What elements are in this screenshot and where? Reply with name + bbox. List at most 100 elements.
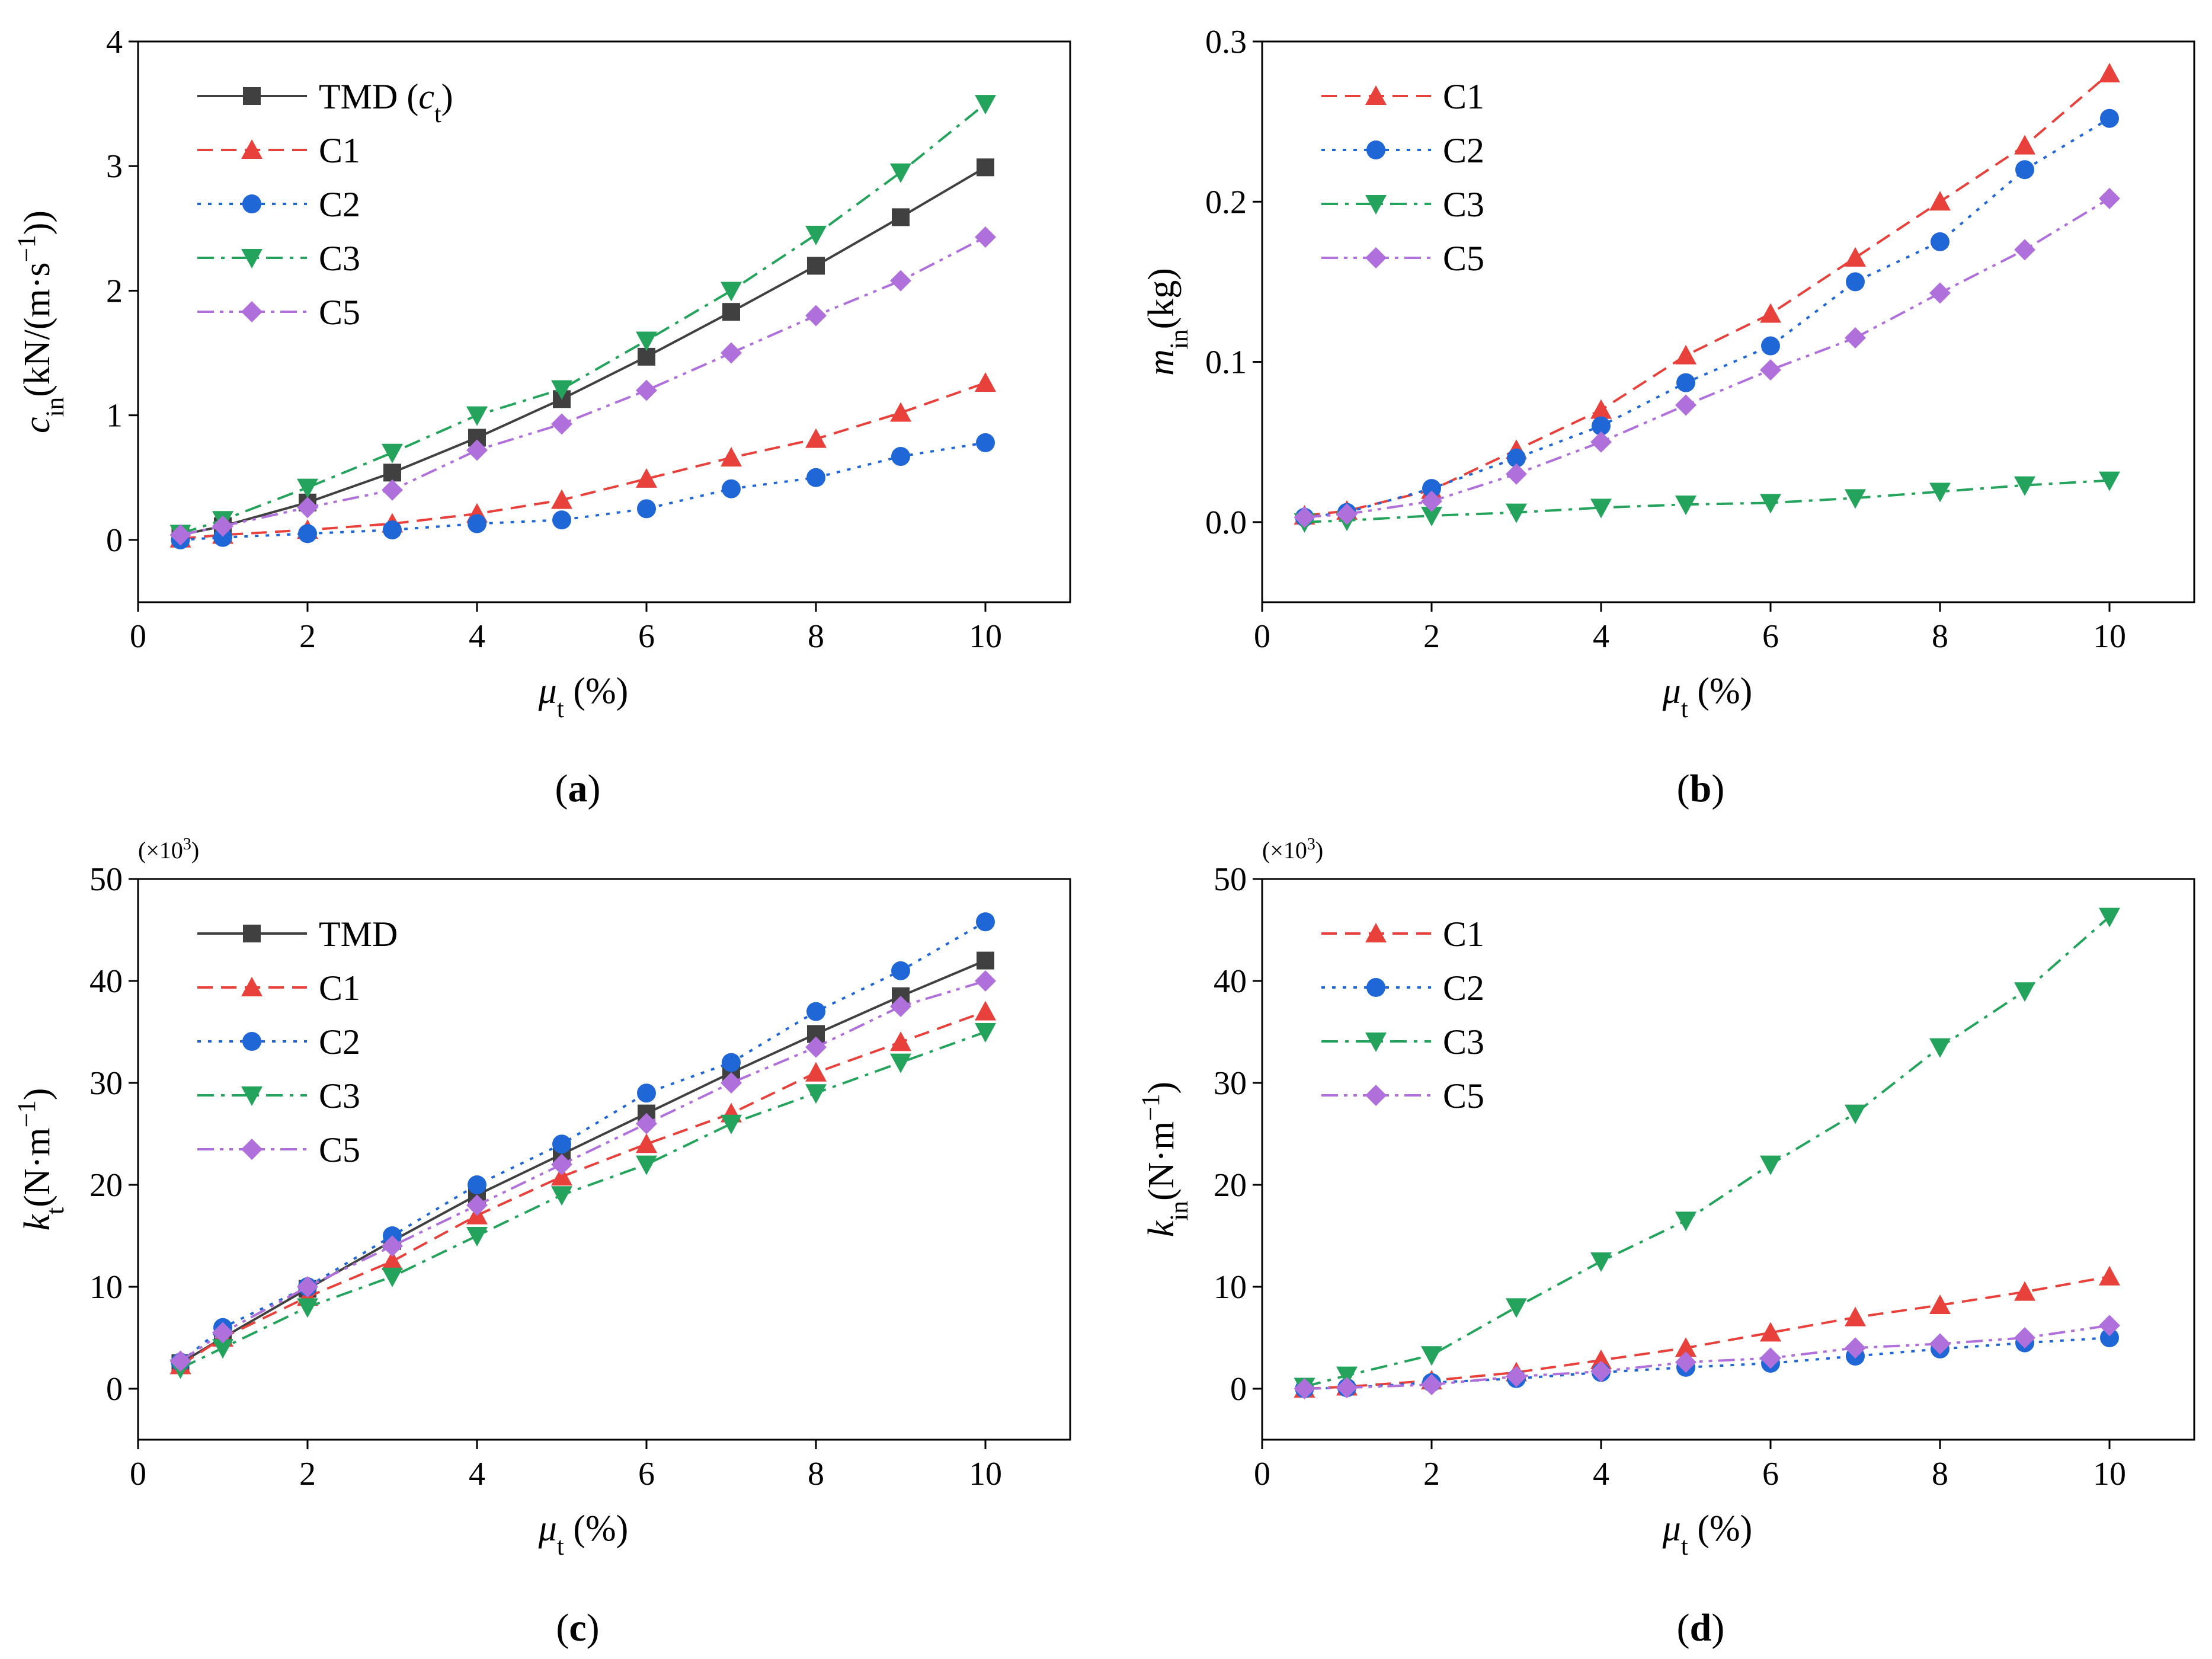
series-line (1304, 197, 2111, 519)
legend-marker (1365, 247, 1387, 268)
data-point (2099, 63, 2120, 83)
data-point (636, 1113, 657, 1134)
legend-item: C2 (197, 185, 360, 224)
x-axis-title: μt (%) (538, 671, 629, 723)
legend-marker (241, 249, 263, 268)
legend-item: C5 (1321, 1076, 1484, 1115)
x-tick-label: 2 (299, 618, 316, 655)
data-point (722, 479, 741, 498)
legend-marker (243, 925, 261, 942)
legend-item: C2 (1321, 968, 1484, 1008)
legend-marker (1365, 85, 1387, 105)
data-point (551, 1153, 572, 1175)
y-multiplier-label: (×103) (138, 835, 199, 864)
x-tick-label: 10 (969, 1456, 1002, 1492)
data-point (1294, 1378, 1315, 1399)
data-point (805, 1036, 827, 1058)
y-axis-title: kt(N·m−1) (12, 1088, 69, 1231)
legend-item: C2 (1321, 131, 1484, 170)
data-point (551, 413, 572, 435)
data-point (977, 158, 994, 177)
y-tick-label: 30 (1214, 1065, 1247, 1102)
y-tick-label: 4 (106, 24, 123, 60)
data-point (1760, 303, 1781, 323)
y-tick-label: 0.2 (1205, 184, 1247, 220)
x-tick-label: 6 (1762, 1456, 1779, 1492)
data-point (975, 226, 996, 248)
legend-a: TMD (ct)C1 C2 C3 C5 (197, 77, 453, 332)
data-point (2099, 1265, 2120, 1286)
data-point (890, 1053, 911, 1073)
data-point (466, 1194, 488, 1216)
chart-panel-c: 0 2 4 6 8 10 0 10 20 30 40 50 μt (%) kt(N·m−1) (×103) T… (12, 835, 1071, 1650)
legend-item: TMD (ct) (197, 77, 453, 128)
legend-item: C5 (197, 293, 360, 332)
data-point (1845, 1337, 1866, 1359)
y-axis-title: min(kg) (1141, 268, 1193, 376)
data-point (2099, 187, 2120, 209)
data-point (1845, 489, 1866, 509)
data-point (1336, 1366, 1358, 1386)
data-point (892, 208, 910, 226)
data-point (1421, 1346, 1442, 1366)
x-tick-label: 8 (808, 1456, 824, 1492)
data-point (466, 1227, 488, 1246)
data-point (976, 433, 995, 452)
data-point (1760, 1155, 1781, 1175)
x-tick-label: 10 (969, 618, 1002, 655)
data-point (805, 1062, 827, 1082)
data-point (1929, 1333, 1951, 1355)
chart-panel-b: 0 2 4 6 8 10 0.0 0.1 0.2 0.3 μt (%) min(kg) C1 C2 C3 C5… (1141, 24, 2195, 810)
data-point (637, 499, 656, 519)
legend-marker (1366, 978, 1385, 997)
legend-item: C5 (197, 1130, 360, 1169)
data-point (466, 439, 488, 461)
data-point (551, 1166, 572, 1186)
data-point (890, 402, 911, 422)
y-tick-label: 30 (89, 1065, 123, 1102)
data-point (1675, 1212, 1696, 1232)
data-point (890, 996, 911, 1017)
data-point (890, 163, 911, 183)
legend-item: C3 (197, 239, 360, 278)
data-point (1590, 1252, 1612, 1272)
x-tick-label: 8 (1932, 618, 1948, 655)
data-point (1507, 448, 1526, 468)
data-point (806, 468, 825, 487)
y-axis-title: kin(N·m−1) (1137, 1082, 1193, 1237)
data-point (891, 447, 910, 466)
data-point (212, 1322, 233, 1344)
data-point (298, 524, 317, 544)
data-point (721, 1072, 742, 1094)
series-c5 (1294, 1315, 2120, 1399)
legend-item: C3 (1321, 185, 1484, 224)
data-point (297, 478, 318, 498)
data-point (382, 1267, 403, 1287)
data-point (1506, 463, 1527, 485)
x-tick-label: 6 (1762, 618, 1779, 655)
data-point (891, 961, 910, 980)
data-point (975, 1000, 996, 1021)
plot-frame-c (137, 878, 1071, 1441)
data-point (1675, 496, 1696, 516)
y-tick-label: 10 (1214, 1269, 1247, 1306)
x-tick-label: 10 (2093, 618, 2126, 655)
data-point (721, 447, 742, 467)
data-point (383, 520, 402, 540)
legend-marker (243, 87, 261, 105)
legend-label: C5 (319, 1130, 360, 1169)
legend-label: C2 (319, 185, 360, 224)
legend-label: C3 (1443, 185, 1484, 224)
data-point (636, 468, 657, 488)
data-point (1336, 1377, 1358, 1399)
data-point (2015, 160, 2034, 180)
data-point (1421, 490, 1442, 512)
panel-label: (c) (556, 1606, 599, 1650)
y-tick-label: 20 (89, 1167, 123, 1204)
y-axis-title: cin(kN/(m·s−1)) (12, 210, 69, 433)
data-point (2014, 1327, 2035, 1348)
legend-item: C1 (1321, 77, 1484, 116)
data-point (1929, 1294, 1951, 1314)
series-line (180, 441, 986, 541)
